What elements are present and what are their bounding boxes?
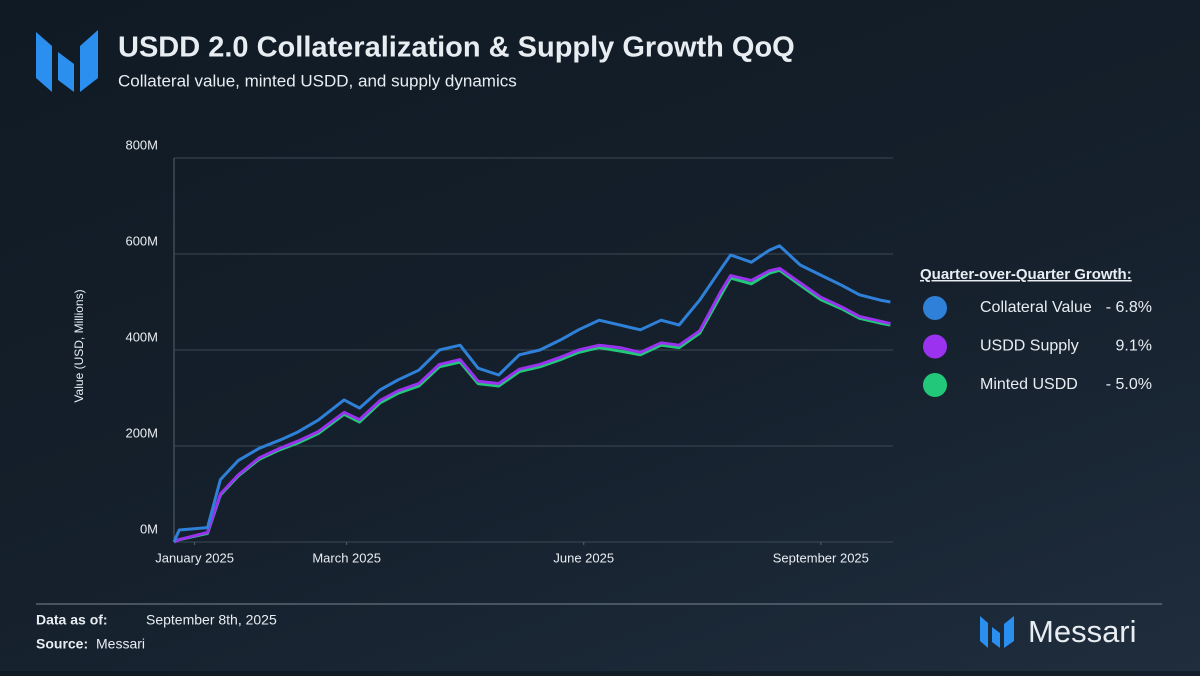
source: Messari <box>96 636 145 652</box>
brand: Messari <box>1028 614 1137 649</box>
legend-growth: - 6.8% <box>1106 299 1152 316</box>
y-tick-label: 400M <box>125 329 158 344</box>
x-tick-label: June 2025 <box>553 550 614 565</box>
legend-label: USDD Supply <box>980 338 1079 355</box>
legend-growth: 9.1% <box>1116 338 1152 355</box>
legend-label: Minted USDD <box>980 376 1078 393</box>
x-tick-label: September 2025 <box>773 550 869 565</box>
y-axis-label: Value (USD, Millions) <box>72 289 86 402</box>
series-line <box>173 266 891 544</box>
y-tick-label: 0M <box>140 521 158 536</box>
chart-subtitle: Collateral value, minted USDD, and suppl… <box>118 71 517 90</box>
date-label: Data as of: <box>36 612 108 628</box>
brand-logo <box>980 616 1014 648</box>
y-tick-label: 800M <box>125 137 158 152</box>
chart-title: USDD 2.0 Collateralization & Supply Grow… <box>118 32 795 64</box>
y-tick-label: 600M <box>125 233 158 248</box>
x-tick-label: March 2025 <box>312 550 381 565</box>
legend-swatch <box>923 296 947 320</box>
x-tick-label: January 2025 <box>155 550 234 565</box>
legend-title: Quarter-over-Quarter Growth: <box>920 266 1132 283</box>
y-tick-label: 200M <box>125 425 158 440</box>
legend-growth: - 5.0% <box>1106 376 1152 393</box>
date: September 8th, 2025 <box>146 612 277 628</box>
source-label: Source: <box>36 636 88 652</box>
logo <box>36 30 98 92</box>
series-line <box>172 244 891 543</box>
series-line <box>173 268 891 544</box>
legend-label: Collateral Value <box>980 299 1092 316</box>
legend-swatch <box>923 334 947 359</box>
legend-swatch <box>923 373 947 397</box>
